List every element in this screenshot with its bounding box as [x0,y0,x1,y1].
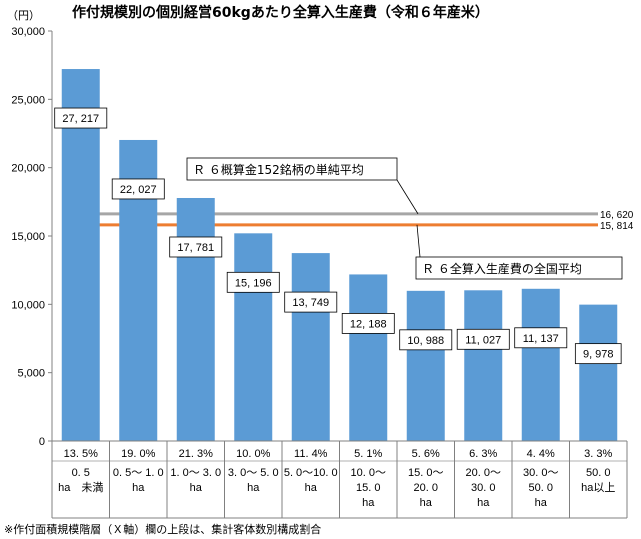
bar-value-label: 11, 027 [465,334,501,346]
category-label: ha [132,482,145,494]
category-share: 11. 4% [294,448,328,460]
bar [349,274,388,441]
category-label: ha [362,497,375,509]
category-share: 5. 6% [412,448,440,460]
y-tick-label: 5,000 [17,368,45,380]
bar-value-label: 9, 978 [583,349,614,361]
bar-value-box [399,329,453,351]
callout-leader [396,179,419,215]
bar-value-box [169,236,223,258]
bar [61,69,100,441]
bar-value-box [284,291,338,313]
footnote: ※作付面積規模階層（Ｘ軸）欄の上段は、集計客体数別構成割合 [4,522,321,536]
category-label: 15. 0～ [408,467,443,479]
y-tick-label: 10,000 [11,299,45,311]
category-label: 20. 0 [414,482,438,494]
category-label: 3. 0～ 5. 0 [228,467,279,479]
category-label: 20. 0～ [466,467,501,479]
bar-value-box [226,271,280,293]
bar [464,290,503,441]
bar-value-box [341,313,395,334]
annotations: Ｒ ６概算金152銘柄の単純平均 Ｒ ６全算入生産費の全国平均 [186,157,623,280]
callout-box [186,157,398,181]
category-label: 10. 0～ [351,467,386,479]
category-label: ha [190,482,203,494]
category-label: ha以上 [581,481,615,494]
bar-value-label: 27, 217 [62,113,99,125]
y-tick-label: 20,000 [11,163,45,175]
bar-value-box [514,327,568,349]
category-label: ha [305,482,318,494]
category-share: 3. 3% [584,448,612,460]
bar-value-box [574,343,622,365]
bar-value-box [111,178,165,200]
chart-title: 作付規模別の個別経営60kgあたり全算入生産費（令和６年産米） [72,4,489,21]
bar [521,288,560,441]
bar-value-label: 11, 137 [523,333,559,345]
y-tick-label: 30,000 [11,26,45,38]
category-label: 50. 0 [529,482,553,494]
category-label: 5. 0～10. 0 [284,467,338,479]
bar [579,304,618,441]
category-share: 13. 5% [64,448,98,460]
axes: 0 5,000 10,000 15,000 20,000 25,000 30,000 13. … [11,26,628,519]
category-label: 15. 0 [356,482,380,494]
category-label: ha [420,497,433,509]
category-share: 5. 1% [354,448,382,460]
category-label: 0. 5 [72,467,90,479]
y-tick-label: 0 [39,436,45,448]
bar [176,197,215,441]
bar-value-box [54,107,108,129]
bar-value-label: 10, 988 [407,335,444,347]
category-share: 19. 0% [121,448,155,460]
callout-text: Ｒ ６概算金152銘柄の単純平均 [193,162,364,177]
y-axis-label: （円） [7,9,40,22]
bar-value-label: 22, 027 [120,184,157,196]
category-label: ha [477,497,490,509]
category-label: ha [535,497,548,509]
category-label: ha [247,482,260,494]
callout-text: Ｒ ６全算入生産費の全国平均 [422,261,582,276]
bar-value-label: 17, 781 [177,242,214,254]
category-share: 6. 3% [469,448,497,460]
bar [406,290,445,441]
callout-leader [416,224,421,258]
category-share: 10. 0% [236,448,270,460]
reference-line-value: 15, 814 [600,221,634,232]
bar-value-label: 12, 188 [350,318,387,330]
bars: 27, 217 22, 027 17, 781 15, 196 13, 749 12, 1… [54,69,622,441]
category-label: 30. 0～ [523,467,558,479]
category-label: 0. 5～ 1. 0 [113,467,164,479]
bar-value-label: 15, 196 [235,277,272,289]
category-label: 50. 0 [586,467,610,479]
reference-line-value: 16, 620 [600,210,634,221]
y-tick-label: 25,000 [11,94,45,106]
bar [234,233,273,441]
category-share: 21. 3% [179,448,213,460]
callout-box [415,256,623,280]
y-tick-label: 15,000 [11,231,45,243]
category-label: 1. 0～ 3. 0 [170,467,221,479]
category-label: 30. 0 [471,482,495,494]
category-label: ha 未満 [58,481,103,494]
bar-value-label: 13, 749 [292,297,329,309]
bar-value-box [456,328,510,350]
category-share: 4. 4% [527,448,555,460]
bar [291,253,330,441]
